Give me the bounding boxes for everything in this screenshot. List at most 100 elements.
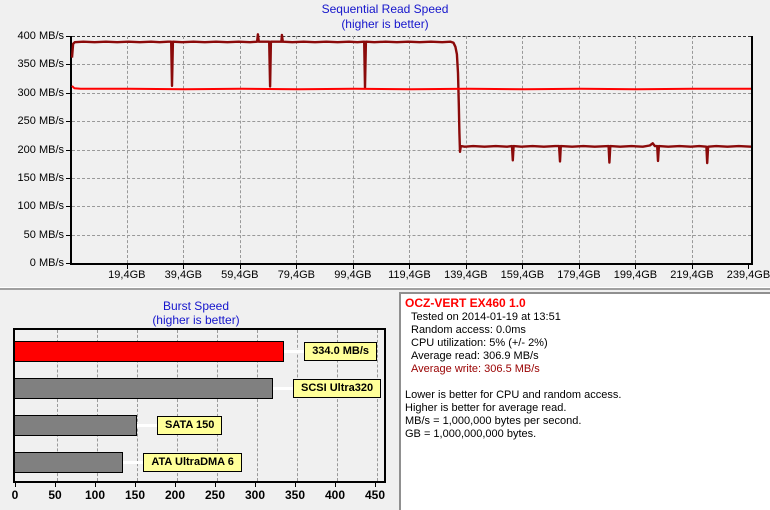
burst-x-axis-label: 50 bbox=[48, 488, 62, 502]
x-gridline bbox=[409, 36, 411, 263]
burst-x-axis-label: 150 bbox=[124, 488, 146, 502]
sequential-read-chart bbox=[70, 33, 752, 165]
x-tick bbox=[465, 265, 467, 269]
burst-x-axis-label: 0 bbox=[11, 488, 19, 502]
x-tick bbox=[183, 265, 185, 269]
y-tick bbox=[66, 177, 71, 179]
info-line: Random access: 0.0ms bbox=[411, 324, 526, 336]
x-axis-label: 219,4GB bbox=[670, 269, 714, 281]
burst-x-gridline bbox=[337, 330, 338, 481]
x-gridline bbox=[578, 36, 580, 263]
x-gridline bbox=[691, 36, 693, 263]
y-axis-label: 50 MB/s bbox=[23, 228, 64, 241]
x-gridline bbox=[635, 36, 637, 263]
y-gridline bbox=[72, 121, 751, 123]
x-tick bbox=[239, 265, 241, 269]
y-axis-label: 300 MB/s bbox=[17, 86, 64, 99]
info-line: GB = 1,000,000,000 bytes. bbox=[405, 428, 537, 440]
burst-x-gridline bbox=[177, 330, 178, 481]
burst-x-axis-label: 300 bbox=[244, 488, 266, 502]
burst-x-axis-label: 200 bbox=[164, 488, 186, 502]
burst-speed-title: Burst Speed bbox=[162, 299, 230, 313]
x-gridline bbox=[239, 36, 241, 263]
sequential-read-plot-area bbox=[70, 33, 753, 265]
x-axis-label: 79,4GB bbox=[277, 269, 315, 281]
burst-speed-subtitle: (higher is better) bbox=[152, 313, 240, 327]
bar-value-label: 334.0 MB/s bbox=[304, 342, 378, 361]
burst-x-tick bbox=[375, 483, 376, 487]
x-gridline bbox=[465, 36, 467, 263]
burst-x-tick bbox=[215, 483, 216, 487]
burst-x-gridline bbox=[217, 330, 218, 481]
x-axis-label: 119,4GB bbox=[388, 269, 431, 281]
burst-x-tick bbox=[175, 483, 176, 487]
x-gridline bbox=[296, 36, 298, 263]
y-tick bbox=[66, 92, 71, 94]
burst-x-tick bbox=[335, 483, 336, 487]
y-gridline bbox=[72, 206, 751, 208]
info-line: Lower is better for CPU and random acces… bbox=[405, 389, 622, 401]
y-tick bbox=[66, 121, 71, 123]
x-tick bbox=[748, 265, 750, 269]
info-line: MB/s = 1,000,000 bytes per second. bbox=[405, 415, 582, 427]
x-tick bbox=[296, 265, 298, 269]
burst-x-axis-label: 450 bbox=[364, 488, 386, 502]
sequential-read-subtitle: (higher is better) bbox=[341, 17, 429, 31]
info-line: Tested on 2014-01-19 at 13:51 bbox=[411, 311, 561, 323]
bar-connector bbox=[284, 350, 305, 353]
drive-info-panel: OCZ-VERT EX460 1.0 Tested on 2014-01-19 a… bbox=[399, 292, 770, 510]
speed-bar bbox=[15, 415, 137, 436]
speed-bar bbox=[15, 378, 273, 399]
y-tick bbox=[66, 64, 71, 66]
sequential-read-speed-line bbox=[70, 33, 752, 165]
info-line: CPU utilization: 5% (+/- 2%) bbox=[411, 337, 548, 349]
burst-x-tick bbox=[95, 483, 96, 487]
burst-x-tick bbox=[15, 483, 16, 487]
burst-x-axis-label: 100 bbox=[84, 488, 106, 502]
burst-x-axis-label: 400 bbox=[324, 488, 346, 502]
x-tick bbox=[522, 265, 524, 269]
burst-x-gridline bbox=[137, 330, 138, 481]
x-tick bbox=[352, 265, 354, 269]
y-tick bbox=[66, 234, 71, 236]
x-axis-label: 59,4GB bbox=[221, 269, 259, 281]
y-tick bbox=[66, 206, 71, 208]
bar-connector bbox=[137, 424, 157, 427]
x-tick bbox=[409, 265, 411, 269]
section-divider bbox=[0, 288, 770, 290]
y-axis-label: 400 MB/s bbox=[17, 30, 64, 42]
burst-x-gridline bbox=[97, 330, 98, 481]
burst-x-axis-label: 250 bbox=[204, 488, 226, 502]
burst-speed-plot-area: 334.0 MB/s SCSI Ultra320 SATA 150 ATA Ultra… bbox=[13, 328, 386, 483]
x-tick bbox=[691, 265, 693, 269]
drive-info-lines: OCZ-VERT EX460 1.0 Tested on 2014-01-19 a… bbox=[405, 296, 766, 441]
speed-bar bbox=[15, 341, 285, 362]
y-axis-label: 150 MB/s bbox=[17, 171, 64, 184]
x-axis-label: 139,4GB bbox=[444, 269, 488, 281]
y-gridline bbox=[72, 149, 751, 151]
info-line: OCZ-VERT EX460 1.0 bbox=[405, 296, 526, 310]
burst-x-tick bbox=[55, 483, 56, 487]
x-gridline bbox=[352, 36, 354, 263]
y-tick bbox=[66, 149, 71, 151]
info-spacer bbox=[405, 376, 766, 389]
average-write-speed-line bbox=[71, 85, 751, 91]
x-axis-label: 39,4GB bbox=[164, 269, 202, 281]
sequential-read-title: Sequential Read Speed bbox=[321, 2, 449, 16]
bar-value-label: ATA UltraDMA 6 bbox=[143, 453, 242, 472]
x-tick bbox=[126, 265, 128, 269]
x-axis-label: 159,4GB bbox=[500, 269, 545, 281]
x-gridline bbox=[126, 36, 128, 263]
y-gridline bbox=[72, 64, 751, 66]
x-tick bbox=[635, 265, 637, 269]
speed-bar bbox=[15, 452, 124, 473]
y-axis-label: 100 MB/s bbox=[17, 200, 64, 213]
burst-x-gridline bbox=[297, 330, 298, 481]
x-axis-label: 239,4GB bbox=[726, 269, 770, 281]
burst-x-gridline bbox=[377, 330, 378, 481]
x-gridline bbox=[183, 36, 185, 263]
burst-x-tick bbox=[135, 483, 136, 487]
info-line: Higher is better for average read. bbox=[405, 402, 567, 414]
burst-x-tick bbox=[295, 483, 296, 487]
